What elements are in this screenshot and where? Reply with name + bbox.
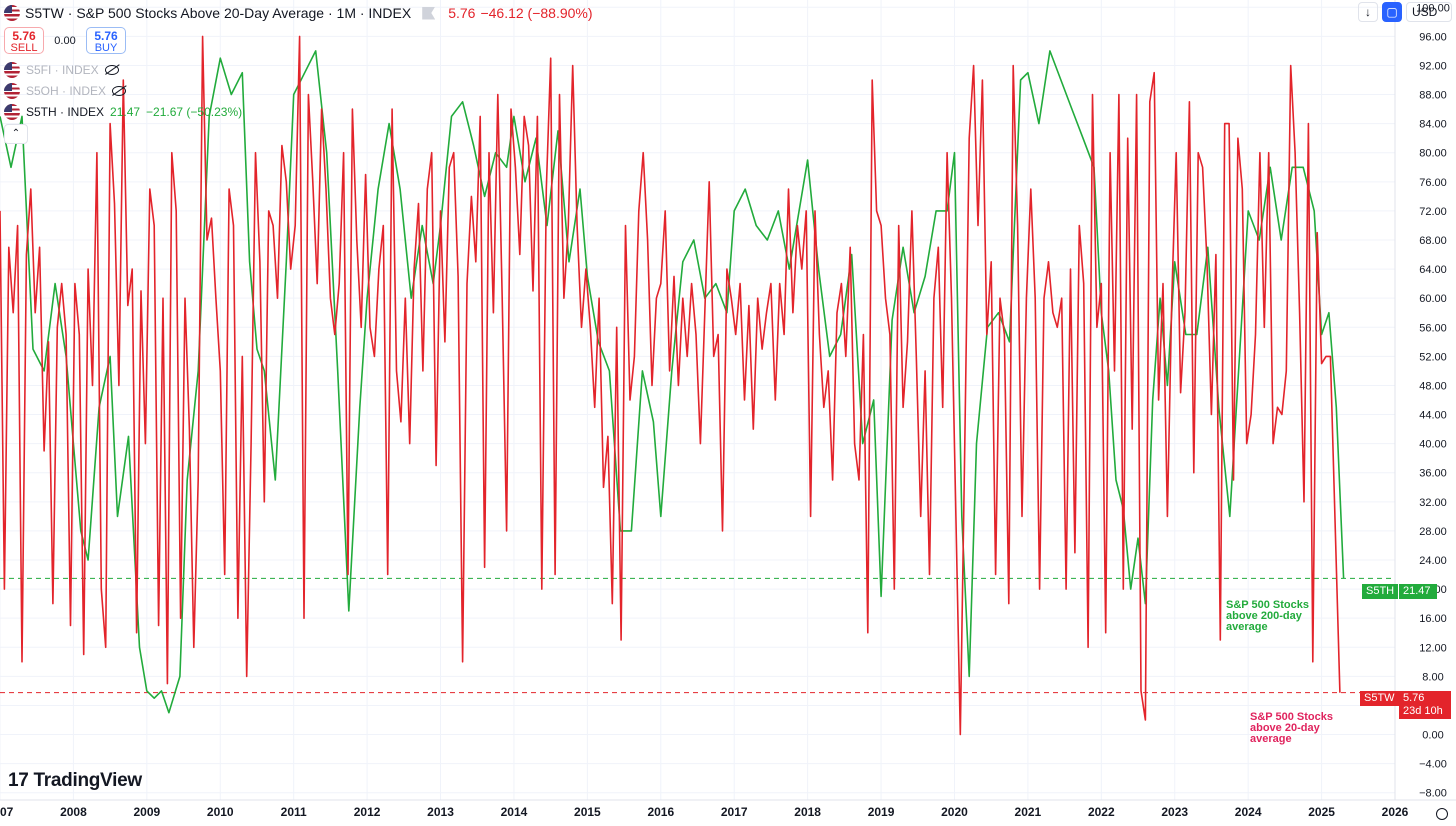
y-tick-label: 52.00 (1419, 351, 1447, 363)
x-tick-label: 2019 (868, 805, 895, 819)
top-right-toolbar: ↓ ▢ USD (1358, 2, 1452, 22)
tradingview-logo[interactable]: 17 TradingView (8, 770, 142, 792)
us-flag-icon (4, 83, 20, 99)
legend-item-s5fi[interactable]: S5FI · INDEX (4, 62, 119, 78)
y-tick-label: −4.00 (1419, 759, 1447, 771)
x-tick-label: 2016 (647, 805, 674, 819)
legend-item-s5oh[interactable]: S5OH · INDEX (4, 83, 127, 99)
x-tick-label: 2012 (354, 805, 381, 819)
y-tick-label: 0.00 (1422, 730, 1443, 742)
buy-label: BUY (94, 42, 118, 54)
last-price: 5.76 (448, 5, 476, 21)
x-tick-label: 2026 (1382, 805, 1409, 819)
y-tick-label: 64.00 (1419, 264, 1447, 276)
x-tick-label: 2021 (1015, 805, 1042, 819)
y-tick-label: 84.00 (1419, 119, 1447, 131)
brand-name: TradingView (33, 770, 143, 791)
gear-icon[interactable] (1436, 808, 1448, 820)
annotation-20-day: S&P 500 Stocks above 20-day average (1250, 711, 1333, 745)
x-tick-label: 2010 (207, 805, 234, 819)
hidden-eye-icon[interactable] (112, 86, 127, 96)
y-tick-label: 76.00 (1419, 177, 1447, 189)
y-tick-label: 56.00 (1419, 322, 1447, 334)
us-flag-icon (4, 104, 20, 120)
us-flag-icon (4, 62, 20, 78)
series-line-s5tw[interactable] (0, 35, 1341, 736)
y-tick-label: 48.00 (1419, 380, 1447, 392)
annotation-200-day: S&P 500 Stocks above 200-day average (1226, 599, 1309, 633)
x-tick-label: 2013 (427, 805, 454, 819)
x-tick-label: 2017 (721, 805, 748, 819)
x-tick-label: 2020 (941, 805, 968, 819)
legend-value: 21.47 (110, 105, 141, 119)
legend-label: S5OH · INDEX (26, 84, 107, 98)
spread: 0.00 (54, 34, 76, 47)
y-tick-label: 8.00 (1422, 671, 1443, 683)
x-tick-label: 2014 (501, 805, 528, 819)
x-tick-label: 2025 (1308, 805, 1335, 819)
symbol-title[interactable]: S5TW · S&P 500 Stocks Above 20-Day Avera… (25, 5, 412, 21)
y-tick-label: 28.00 (1419, 526, 1447, 538)
flag-marker-icon[interactable] (422, 6, 436, 20)
collapse-legend-button[interactable]: ⌃ (4, 124, 28, 144)
legend-label: S5TH · INDEX (26, 105, 105, 119)
y-tick-label: 92.00 (1419, 60, 1447, 72)
s5th-price-label: 21.47 (1399, 584, 1437, 599)
y-tick-label: 12.00 (1419, 642, 1447, 654)
y-tick-label: 88.00 (1419, 90, 1447, 102)
x-tick-label: 2009 (133, 805, 160, 819)
legend-item-s5th[interactable]: S5TH · INDEX 21.47 −21.67 (−50.23%) (4, 104, 242, 120)
x-tick-label: 2022 (1088, 805, 1115, 819)
y-tick-label: 44.00 (1419, 410, 1447, 422)
layout-icon[interactable]: ▢ (1382, 2, 1402, 22)
y-tick-label: 72.00 (1419, 206, 1447, 218)
y-tick-label: 24.00 (1419, 555, 1447, 567)
y-tick-label: 80.00 (1419, 148, 1447, 160)
s5tw-price-label: 5.76 (1399, 691, 1451, 706)
hidden-eye-icon[interactable] (104, 65, 119, 75)
us-flag-icon (4, 5, 20, 21)
download-icon[interactable]: ↓ (1358, 2, 1378, 22)
tradingview-logo-icon: 17 (8, 770, 29, 791)
trade-panel: 5.76 SELL 0.00 5.76 BUY (4, 27, 126, 54)
x-tick-label: 2015 (574, 805, 601, 819)
currency-select[interactable]: USD (1406, 2, 1452, 22)
sell-label: SELL (10, 42, 38, 54)
s5tw-countdown: 23d 10h (1399, 704, 1451, 719)
buy-button[interactable]: 5.76 BUY (86, 27, 126, 54)
y-tick-label: 68.00 (1419, 235, 1447, 247)
x-tick-label: 2007 (0, 805, 14, 819)
x-tick-label: 2023 (1161, 805, 1188, 819)
price-change: −46.12 (−88.90%) (480, 5, 593, 21)
sell-value: 5.76 (12, 29, 36, 43)
s5th-name-label: S5TH (1362, 584, 1399, 599)
y-tick-label: 32.00 (1419, 497, 1447, 509)
series-line-s5th[interactable] (0, 50, 1345, 714)
y-tick-label: 100.00 (1416, 2, 1450, 14)
s5tw-name-label: S5TW (1360, 691, 1399, 706)
y-tick-label: 60.00 (1419, 293, 1447, 305)
legend-label: S5FI · INDEX (26, 63, 99, 77)
chart-header: S5TW · S&P 500 Stocks Above 20-Day Avera… (4, 3, 593, 23)
y-tick-label: 16.00 (1419, 613, 1447, 625)
sell-button[interactable]: 5.76 SELL (4, 27, 44, 54)
legend-change: −21.67 (−50.23%) (146, 105, 243, 119)
y-tick-label: 96.00 (1419, 31, 1447, 43)
y-tick-label: −8.00 (1419, 788, 1447, 800)
x-tick-label: 2008 (60, 805, 87, 819)
x-tick-label: 2011 (281, 805, 307, 819)
x-tick-label: 2024 (1235, 805, 1262, 819)
buy-value: 5.76 (94, 29, 118, 43)
y-tick-label: 36.00 (1419, 468, 1447, 480)
x-tick-label: 2018 (794, 805, 821, 819)
y-tick-label: 40.00 (1419, 439, 1447, 451)
